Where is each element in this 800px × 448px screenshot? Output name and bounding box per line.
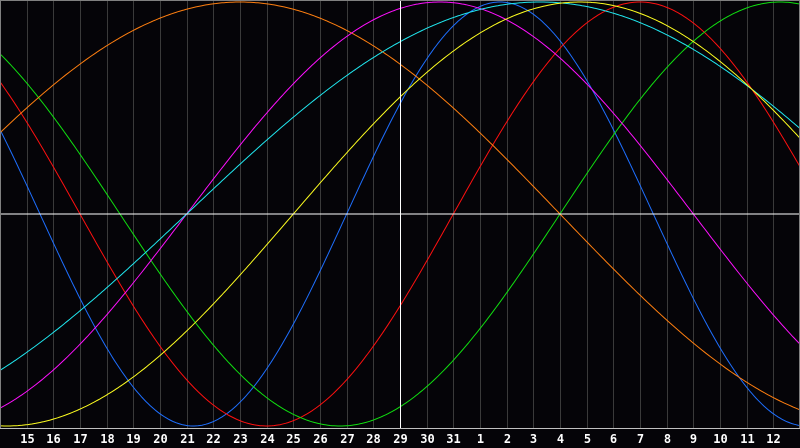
x-tick-label: 18: [100, 432, 114, 446]
x-tick-label: 12: [766, 432, 780, 446]
x-tick-label: 28: [366, 432, 380, 446]
x-tick-label: 23: [233, 432, 247, 446]
x-tick-label: 17: [73, 432, 87, 446]
x-tick-label: 3: [530, 432, 537, 446]
x-tick-label: 31: [446, 432, 460, 446]
x-tick-label: 11: [740, 432, 754, 446]
x-tick-labels: 15 16 17 18 19 20 21 22 23 24 25 26 27 28 29 30 31 1 2 3 4 5 6…: [20, 432, 780, 446]
x-tick-label: 2: [504, 432, 511, 446]
x-tick-label: 30: [420, 432, 434, 446]
x-tick-label: 24: [260, 432, 274, 446]
x-tick-label: 7: [637, 432, 644, 446]
x-tick-label: 20: [153, 432, 167, 446]
x-tick-label: 25: [286, 432, 300, 446]
x-tick-label: 27: [340, 432, 354, 446]
x-tick-label: 1: [477, 432, 484, 446]
x-tick-label: 16: [46, 432, 60, 446]
x-tick-label: 6: [610, 432, 617, 446]
x-tick-label: 22: [206, 432, 220, 446]
x-tick-label: 29: [393, 432, 407, 446]
x-tick-label: 19: [126, 432, 140, 446]
x-tick-label: 5: [584, 432, 591, 446]
x-tick-label: 21: [180, 432, 194, 446]
x-tick-label: 8: [664, 432, 671, 446]
x-tick-label: 26: [313, 432, 327, 446]
x-tick-label: 15: [20, 432, 34, 446]
x-tick-label: 10: [713, 432, 727, 446]
x-tick-label: 9: [690, 432, 697, 446]
x-tick-label: 4: [557, 432, 564, 446]
